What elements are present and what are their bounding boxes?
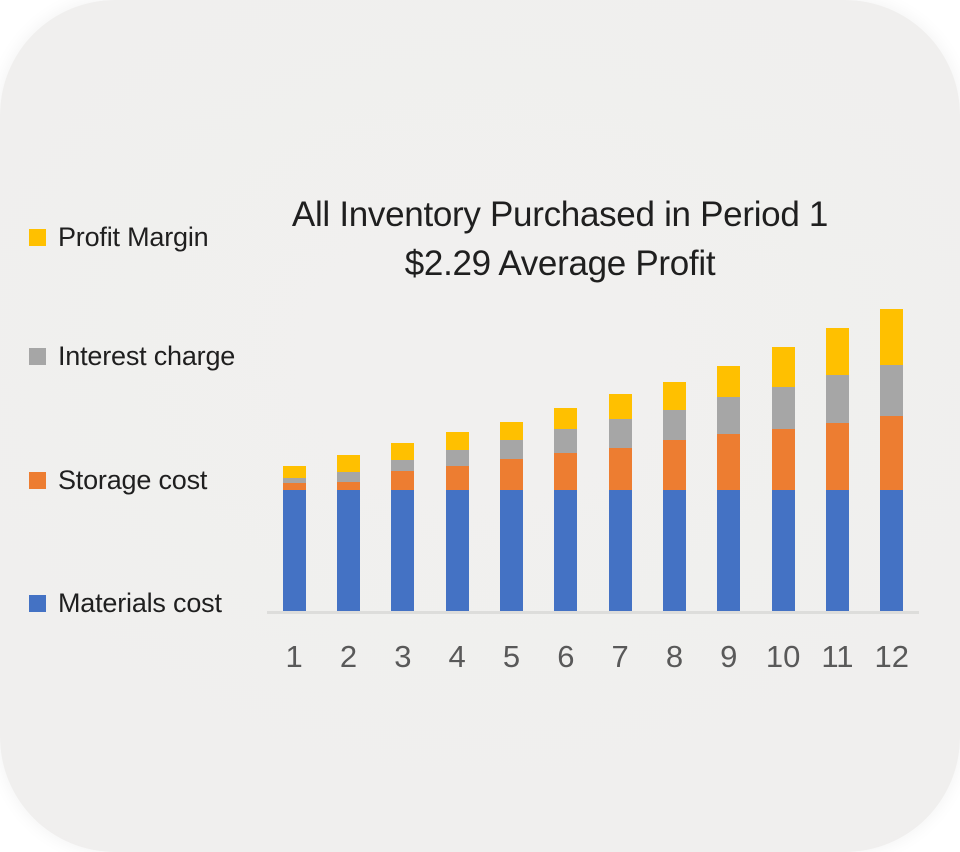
bar-segment-profit-margin [771, 347, 795, 388]
x-axis-label-9: 9 [720, 639, 738, 674]
bar-segment-profit-margin [825, 327, 849, 376]
x-axis-label-11: 11 [821, 639, 854, 674]
bar-column-period-3 [391, 443, 415, 611]
legend-item-storage-cost: Storage cost [29, 465, 207, 495]
bar-segment-materials-cost [554, 490, 578, 611]
bar-segment-profit-margin [608, 394, 632, 420]
chart-title: All Inventory Purchased in Period 1 $2.2… [280, 190, 840, 288]
bar-column-period-8 [662, 381, 686, 611]
legend-item-materials-cost: Materials cost [29, 588, 222, 618]
x-axis-label-4: 4 [448, 639, 466, 674]
bar-segment-profit-margin [662, 381, 686, 410]
bar-column-period-11 [825, 327, 849, 611]
x-axis-label-5: 5 [502, 639, 521, 674]
bar-segment-materials-cost [825, 490, 849, 611]
bar-segment-profit-margin [391, 443, 415, 460]
legend-item-profit-margin: Profit Margin [29, 221, 209, 252]
legend-label: Profit Margin [58, 221, 209, 252]
x-axis-label-1: 1 [285, 639, 303, 674]
bar-column-period-9 [717, 366, 741, 611]
bar-segment-materials-cost [445, 490, 469, 611]
bar-segment-storage-cost [662, 440, 686, 490]
bar-segment-interest-charge [771, 387, 795, 429]
bar-column-period-1 [282, 465, 306, 611]
legend: Profit Margin Interest charge Storage cost… [0, 0, 270, 852]
bar-segment-storage-cost [282, 482, 306, 490]
bar-segment-materials-cost [662, 490, 686, 611]
x-axis-label-10: 10 [765, 639, 801, 674]
bar-column-period-4 [445, 431, 469, 611]
x-axis-label-2: 2 [339, 639, 358, 674]
bar-segment-storage-cost [825, 422, 849, 490]
bar-segment-storage-cost [554, 453, 578, 490]
bar-segment-materials-cost [608, 490, 632, 611]
bar-segment-materials-cost [771, 490, 795, 611]
bar-segment-profit-margin [282, 465, 306, 478]
x-axis-label-6: 6 [557, 639, 575, 674]
bar-segment-interest-charge [445, 450, 469, 466]
bar-column-period-7 [608, 394, 632, 611]
chart-title-line2: $2.29 Average Profit [404, 244, 716, 283]
bar-segment-materials-cost [499, 490, 523, 611]
bar-column-period-2 [336, 454, 360, 611]
legend-label: Interest charge [58, 340, 236, 371]
bar-segment-interest-charge [662, 409, 686, 441]
x-axis-label-3: 3 [394, 639, 412, 674]
legend-swatch-interest-charge [29, 347, 46, 365]
bar-segment-materials-cost [282, 490, 306, 611]
bar-segment-interest-charge [282, 477, 306, 483]
chart-title-line1: All Inventory Purchased in Period 1 [291, 195, 829, 234]
bar-segment-storage-cost [391, 471, 415, 490]
bar-column-period-6 [554, 407, 578, 611]
bar-segment-storage-cost [880, 416, 904, 490]
bar-segment-profit-margin [717, 366, 741, 398]
bar-segment-interest-charge [336, 472, 360, 482]
bar-segment-interest-charge [554, 428, 578, 454]
x-axis-label-8: 8 [665, 639, 684, 674]
bar-segment-interest-charge [608, 419, 632, 449]
bar-segment-storage-cost [608, 448, 632, 490]
bar-segment-materials-cost [717, 490, 741, 611]
bar-segment-interest-charge [499, 440, 523, 460]
legend-swatch-materials-cost [29, 594, 46, 612]
legend-label: Materials cost [58, 587, 222, 618]
bar-segment-storage-cost [336, 481, 360, 490]
bar-segment-storage-cost [499, 459, 523, 490]
bar-segment-profit-margin [499, 421, 523, 441]
legend-item-interest-charge: Interest charge [29, 341, 235, 371]
bar-segment-profit-margin [880, 309, 904, 366]
x-axis-line [267, 611, 919, 614]
bar-segment-storage-cost [771, 428, 795, 490]
bar-segment-storage-cost [717, 434, 741, 490]
bar-segment-materials-cost [880, 490, 904, 611]
legend-label: Storage cost [58, 464, 208, 495]
bar-segment-profit-margin [445, 431, 469, 451]
bar-segment-profit-margin [336, 454, 360, 473]
legend-swatch-storage-cost [29, 471, 46, 489]
bar-column-period-5 [499, 421, 523, 611]
legend-swatch-profit-margin [29, 228, 46, 246]
bar-segment-interest-charge [880, 365, 904, 417]
bar-column-period-12 [880, 309, 904, 611]
bar-segment-materials-cost [391, 490, 415, 611]
bar-segment-storage-cost [445, 465, 469, 490]
x-axis-label-7: 7 [611, 639, 629, 674]
bar-segment-materials-cost [336, 490, 360, 611]
bar-segment-profit-margin [554, 407, 578, 429]
bar-segment-interest-charge [717, 397, 741, 435]
bar-segment-interest-charge [825, 375, 849, 423]
bar-segment-interest-charge [391, 459, 415, 472]
x-axis-label-12: 12 [874, 639, 910, 674]
bar-column-period-10 [771, 347, 795, 611]
